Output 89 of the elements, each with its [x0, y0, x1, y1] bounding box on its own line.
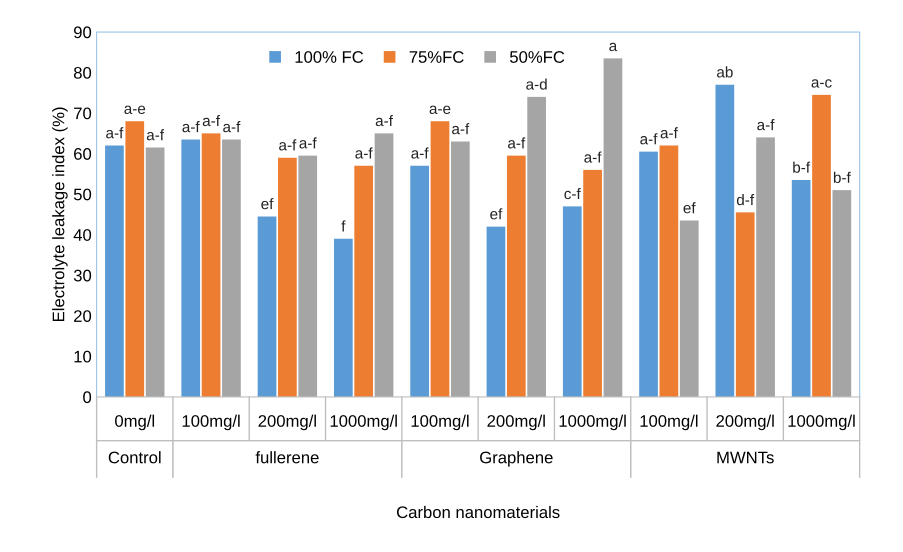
data-label: a-c	[812, 79, 832, 88]
data-label: a-e	[124, 106, 146, 114]
data-label: a-f	[757, 119, 774, 130]
data-label: a-f	[355, 147, 373, 159]
bar	[736, 212, 755, 397]
bar	[604, 58, 622, 397]
bar	[832, 190, 852, 397]
data-label: ab	[717, 66, 733, 78]
bar	[486, 226, 506, 397]
bar	[506, 156, 526, 397]
data-label: a	[609, 42, 618, 52]
x-axis-title: Carbon nanomaterials	[397, 506, 560, 518]
bar	[562, 206, 582, 397]
x-tick-label: 100mg/l	[182, 414, 240, 430]
data-label: a-f	[452, 123, 470, 134]
x-tick-label: 1000mg/l	[560, 414, 626, 430]
data-label: a-f	[202, 114, 220, 126]
x-tick-label: 100mg/l	[412, 414, 469, 430]
data-label: a-f	[299, 137, 317, 148]
bar	[181, 139, 200, 397]
data-label: a-f	[411, 147, 429, 159]
legend-label: 75%FC	[410, 51, 464, 63]
data-label: a-f	[182, 121, 200, 132]
data-label: a-d	[526, 78, 547, 90]
x-tick-label: 1000mg/l	[330, 414, 397, 430]
data-label: a-f	[376, 114, 393, 126]
bar	[715, 84, 734, 397]
bar	[450, 141, 470, 397]
data-label: a-f	[640, 133, 658, 144]
data-label: a-f	[223, 121, 240, 132]
bar	[583, 170, 602, 397]
bar	[278, 158, 297, 397]
y-tick-label: 40	[74, 229, 92, 241]
y-tick-label: 20	[74, 310, 92, 322]
bar	[298, 156, 318, 397]
bar	[374, 133, 394, 397]
x-tick-label: 0mg/l	[115, 414, 154, 430]
y-tick-label: 10	[74, 350, 92, 363]
bar	[202, 133, 220, 397]
bar	[527, 96, 546, 397]
y-tick-label: 60	[74, 148, 92, 160]
data-label: a-f	[508, 137, 526, 148]
data-label: a-f	[106, 127, 124, 138]
data-label: a-f	[146, 129, 164, 140]
x-tick-label: 100mg/l	[640, 414, 698, 430]
y-tick-label: 70	[74, 108, 92, 120]
bar	[430, 121, 450, 397]
bar	[105, 146, 124, 397]
data-label: c-f	[564, 188, 581, 200]
bar	[680, 220, 699, 397]
bar	[146, 148, 164, 397]
x-tick-label: 200mg/l	[258, 414, 316, 430]
data-label: b-f	[834, 172, 851, 183]
text: Graphene	[480, 451, 553, 467]
bar	[125, 121, 144, 397]
data-label: ef	[684, 202, 696, 214]
bar	[354, 166, 374, 397]
data-label: ef	[490, 208, 502, 220]
x-tick-label: 200mg/l	[716, 414, 774, 430]
data-label: a-f	[584, 151, 602, 163]
data-label: a-f	[279, 139, 296, 151]
bar	[410, 166, 429, 397]
bar	[812, 94, 831, 397]
bar	[756, 137, 775, 397]
bar	[792, 180, 811, 397]
bar	[639, 152, 658, 397]
data-label: b-f	[793, 162, 810, 173]
legend-label: 100% FC	[296, 51, 364, 63]
data-label: f	[341, 220, 346, 232]
y-tick-label: 30	[74, 270, 92, 282]
x-tick-label: 1000mg/l	[788, 414, 855, 430]
bar	[334, 238, 353, 397]
data-label: a-f	[660, 127, 678, 138]
bar	[258, 216, 276, 397]
bar	[222, 139, 241, 397]
data-label: d-f	[736, 194, 754, 206]
text: Control	[108, 451, 161, 464]
x-tick-label: 200mg/l	[487, 414, 545, 430]
y-axis-title: Electrolyte leakage index (%)	[52, 108, 68, 321]
data-label: a-e	[430, 106, 450, 114]
bar	[660, 146, 678, 397]
y-tick-label: 50	[74, 188, 92, 200]
y-tick-label: 90	[74, 26, 92, 38]
text: fullerene	[256, 451, 319, 464]
text: MWNTs	[717, 452, 774, 464]
legend-label: 50%FC	[510, 51, 564, 63]
y-tick-label: 0	[83, 391, 92, 404]
y-tick-label: 80	[74, 66, 92, 79]
data-label: ef	[261, 198, 274, 210]
